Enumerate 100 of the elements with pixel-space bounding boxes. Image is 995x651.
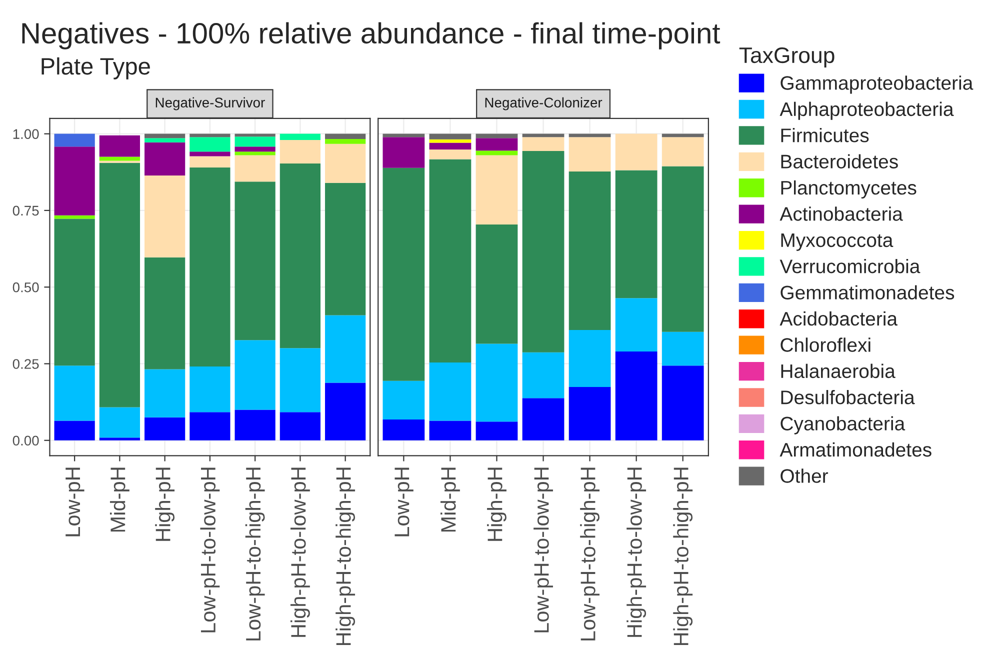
bar bbox=[99, 162, 140, 408]
bar bbox=[99, 135, 140, 157]
text: Plate Type bbox=[42, 57, 150, 80]
legend-label: Acidobacteria bbox=[780, 311, 898, 326]
bar bbox=[429, 362, 472, 421]
bar bbox=[325, 382, 366, 440]
bar bbox=[522, 352, 564, 398]
legend-label: Bacteroidetes bbox=[781, 154, 898, 168]
x-tick-label: Low-pH bbox=[394, 468, 414, 536]
bar bbox=[325, 139, 366, 144]
bar bbox=[662, 366, 704, 440]
legend-label: Alphaproteobacteria bbox=[780, 102, 954, 120]
bar bbox=[568, 137, 611, 172]
bar bbox=[54, 366, 95, 421]
bar bbox=[99, 156, 140, 161]
bar bbox=[429, 420, 472, 440]
legend-label: Chloroflexi bbox=[780, 338, 870, 352]
bar bbox=[280, 164, 320, 348]
bar bbox=[190, 366, 230, 412]
bar bbox=[662, 166, 704, 332]
bar bbox=[234, 410, 276, 440]
bar bbox=[476, 134, 518, 138]
bar bbox=[280, 134, 320, 140]
legend-label: Cyanobacteria bbox=[780, 416, 906, 434]
legend-label: Planctomycetes bbox=[781, 180, 916, 199]
text: Negatives - 100% relative abundance - final time-point bbox=[22, 22, 720, 50]
bar bbox=[144, 134, 186, 138]
x-tick-label: Mid-pH bbox=[440, 468, 460, 532]
x-tick-label: High-pH-to-low-pH bbox=[626, 468, 646, 637]
bar bbox=[429, 142, 472, 150]
bar bbox=[234, 152, 276, 156]
bar bbox=[429, 134, 472, 140]
bar bbox=[280, 140, 320, 164]
x-tick-label: Low-pH-to-high-pH bbox=[580, 468, 600, 640]
bar bbox=[568, 330, 611, 388]
bar bbox=[325, 315, 366, 383]
bar bbox=[615, 170, 658, 298]
bar bbox=[234, 340, 276, 410]
bar bbox=[429, 159, 472, 363]
bar bbox=[190, 168, 230, 366]
bar bbox=[144, 417, 186, 440]
bar bbox=[476, 422, 518, 440]
bar bbox=[615, 351, 658, 440]
x-tick-label: High-pH-to-high-pH bbox=[336, 468, 356, 646]
bar bbox=[54, 134, 95, 147]
bar bbox=[234, 146, 276, 152]
bar bbox=[522, 150, 564, 352]
bar bbox=[54, 146, 95, 216]
legend-label: Firmicutes bbox=[781, 128, 869, 142]
x-tick-label: High-pH-to-high-pH bbox=[673, 468, 693, 646]
x-tick-label: Low-pH-to-high-pH bbox=[245, 468, 265, 640]
bar bbox=[144, 257, 186, 370]
x-tick-label: High-pH bbox=[155, 468, 175, 541]
bar bbox=[190, 156, 230, 168]
bar bbox=[568, 387, 611, 440]
y-tick-label: 0.25 bbox=[12, 359, 39, 369]
bar bbox=[662, 137, 704, 166]
bar bbox=[325, 182, 366, 316]
bar bbox=[662, 332, 704, 366]
legend-title: TaxGroup bbox=[739, 47, 834, 68]
y-tick-label: 1.00 bbox=[13, 129, 39, 139]
bar bbox=[280, 348, 320, 412]
legend-label: Verrucomicrobia bbox=[780, 258, 920, 274]
bar bbox=[234, 136, 276, 147]
bar bbox=[522, 137, 564, 151]
y-tick-label: 0.00 bbox=[12, 436, 39, 446]
bar bbox=[54, 218, 95, 366]
bar bbox=[382, 420, 425, 440]
bar bbox=[615, 298, 658, 352]
legend-label: Myxococcota bbox=[781, 234, 894, 251]
bar bbox=[615, 134, 658, 170]
bar bbox=[568, 172, 611, 330]
x-tick-label: Mid-pH bbox=[110, 468, 130, 532]
x-tick-label: High-pH-to-low-pH bbox=[290, 468, 310, 637]
legend-label: Armatimonadetes bbox=[780, 442, 932, 457]
bar bbox=[476, 155, 518, 225]
y-tick-label: 0.50 bbox=[12, 282, 39, 292]
legend-label: Other bbox=[780, 468, 828, 483]
bar bbox=[476, 344, 518, 422]
bar bbox=[234, 134, 276, 137]
bar bbox=[190, 412, 230, 440]
x-tick-label: Low-pH-to-low-pH bbox=[534, 468, 553, 632]
chart-title: Negative-Colonizer bbox=[485, 97, 602, 110]
bar bbox=[325, 134, 366, 140]
bar bbox=[280, 412, 320, 440]
bar bbox=[476, 224, 518, 344]
bar bbox=[144, 176, 186, 258]
x-tick-label: Low-pH bbox=[66, 468, 84, 536]
bar bbox=[325, 144, 366, 183]
chart-title: Negative-Survivor bbox=[156, 97, 265, 110]
y-tick-label: 0.75 bbox=[12, 206, 39, 216]
bar bbox=[190, 137, 230, 152]
bar bbox=[144, 142, 186, 176]
bar bbox=[144, 138, 186, 142]
bar bbox=[476, 138, 518, 151]
bar bbox=[144, 369, 186, 418]
bar bbox=[190, 152, 230, 156]
legend-label: Halanaerobia bbox=[781, 364, 896, 378]
legend-label: Gemmatimonadetes bbox=[780, 285, 954, 300]
x-tick-label: Low-pH-to-low-pH bbox=[200, 468, 220, 632]
